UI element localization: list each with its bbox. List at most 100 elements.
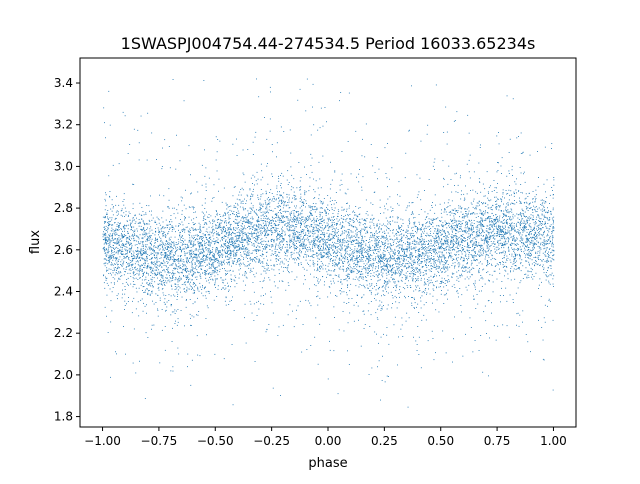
data-point <box>478 244 479 246</box>
data-point <box>500 210 502 212</box>
data-point <box>208 272 210 274</box>
data-point <box>237 210 239 212</box>
data-point <box>177 289 179 291</box>
data-point <box>361 268 363 270</box>
data-point <box>172 327 173 329</box>
data-point <box>355 230 356 232</box>
data-point <box>229 238 231 240</box>
data-point <box>384 260 385 261</box>
data-point <box>474 237 476 239</box>
data-point <box>339 189 341 191</box>
data-point <box>402 249 404 251</box>
data-point <box>362 278 364 280</box>
data-point <box>252 250 254 252</box>
data-point <box>107 249 109 251</box>
data-point <box>215 287 216 288</box>
data-point <box>142 228 144 230</box>
data-point <box>266 206 268 208</box>
data-point <box>293 216 294 218</box>
data-point <box>533 235 535 237</box>
data-point <box>190 193 191 195</box>
data-point <box>150 266 152 268</box>
data-point <box>247 261 249 262</box>
data-point <box>378 267 379 269</box>
data-point <box>285 289 287 291</box>
data-point <box>392 208 394 209</box>
data-point <box>401 237 403 239</box>
data-point <box>528 252 530 254</box>
data-point <box>280 395 281 396</box>
data-point <box>193 229 195 231</box>
data-point <box>162 243 164 245</box>
data-point <box>430 279 432 281</box>
data-point <box>122 264 124 266</box>
data-point <box>312 226 314 228</box>
data-point <box>398 336 399 338</box>
data-point <box>151 229 153 231</box>
data-point <box>499 268 500 270</box>
data-point <box>136 273 138 275</box>
data-point <box>365 280 367 281</box>
data-point <box>132 230 134 231</box>
data-point <box>301 213 303 215</box>
data-point <box>337 265 338 267</box>
data-point <box>269 199 270 201</box>
data-point <box>286 255 288 257</box>
data-point <box>362 249 364 251</box>
data-point <box>491 206 492 208</box>
data-point <box>389 223 391 225</box>
data-point <box>498 132 499 133</box>
data-point <box>340 281 342 283</box>
data-point <box>207 249 209 251</box>
data-point <box>288 271 289 272</box>
data-point <box>273 240 274 241</box>
data-point <box>355 285 357 287</box>
data-point <box>334 265 336 267</box>
data-point <box>319 241 320 243</box>
data-point <box>492 291 494 293</box>
data-point <box>124 216 125 217</box>
data-point <box>210 274 211 275</box>
data-point <box>213 299 215 301</box>
data-point <box>360 232 362 234</box>
data-point <box>538 247 540 249</box>
data-point <box>281 260 283 262</box>
data-point <box>400 266 402 267</box>
data-point <box>411 232 413 234</box>
data-point <box>123 256 125 257</box>
data-point <box>213 221 215 223</box>
data-point <box>389 260 391 261</box>
data-point <box>430 230 432 232</box>
data-point <box>273 201 275 202</box>
data-point <box>439 248 440 250</box>
data-point <box>493 224 495 225</box>
data-point <box>369 255 371 256</box>
data-point <box>209 263 210 265</box>
data-point <box>414 244 416 245</box>
data-point <box>322 229 324 231</box>
data-point <box>257 242 259 244</box>
data-point <box>272 245 274 247</box>
data-point <box>512 217 514 219</box>
data-point <box>350 257 352 259</box>
data-point <box>146 240 148 242</box>
data-point <box>371 221 373 223</box>
data-point <box>179 264 181 266</box>
data-point <box>162 270 163 272</box>
data-point <box>199 231 200 233</box>
data-point <box>244 245 245 247</box>
data-point <box>192 222 194 224</box>
data-point <box>282 215 284 216</box>
data-point <box>500 237 502 239</box>
data-point <box>485 230 487 232</box>
data-point <box>273 218 275 219</box>
data-point <box>343 232 345 234</box>
data-point <box>466 222 468 224</box>
data-point <box>257 245 259 247</box>
data-point <box>169 244 171 246</box>
data-point <box>152 286 154 288</box>
data-point <box>147 284 149 285</box>
data-point <box>166 261 168 262</box>
data-point <box>445 285 447 286</box>
data-point <box>159 274 161 276</box>
